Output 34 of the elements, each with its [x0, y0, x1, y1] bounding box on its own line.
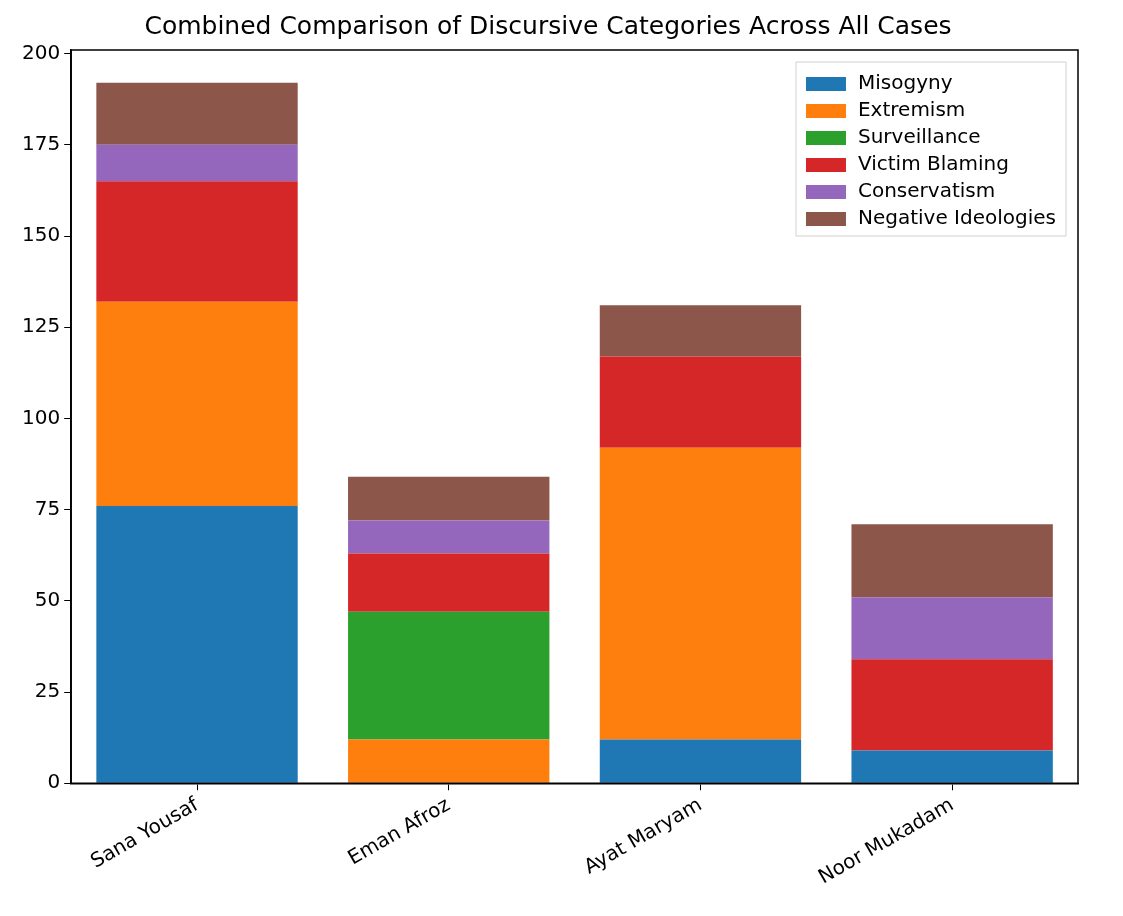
bar: [96, 301, 298, 507]
y-tick-label: 150: [21, 222, 61, 247]
chart-title: Combined Comparison of Discursive Categories Across All Cases: [144, 10, 952, 40]
legend-label: Negative Ideologies: [857, 205, 1057, 230]
y-tick-label: 25: [34, 678, 61, 703]
bar: [851, 524, 1053, 598]
y-tick-label: 125: [21, 313, 61, 338]
y-tick-label: 75: [34, 495, 61, 520]
bar: [851, 659, 1053, 751]
bar: [348, 520, 550, 554]
legend-label: Victim Blaming: [857, 151, 1009, 176]
bar: [348, 611, 550, 740]
y-tick-label: 0: [47, 769, 61, 794]
y-tick-label: 200: [21, 39, 61, 64]
legend-label: Surveillance: [857, 124, 981, 149]
bar: [851, 597, 1053, 660]
bar: [348, 553, 550, 612]
bar: [96, 181, 298, 302]
bar: [599, 739, 802, 783]
legend-label: Extremism: [857, 97, 966, 122]
legend-label: Misogyny: [857, 70, 953, 95]
legend-label: Conservatism: [857, 178, 996, 203]
bar: [96, 144, 298, 182]
bar: [348, 739, 550, 783]
bar: [348, 476, 550, 521]
bar: [96, 82, 298, 145]
y-tick-label: 175: [21, 131, 61, 156]
y-tick-label: 50: [34, 587, 61, 612]
bar: [599, 356, 802, 448]
bar: [599, 305, 802, 357]
bar: [851, 750, 1053, 783]
bar: [96, 506, 298, 783]
y-tick-label: 100: [21, 404, 61, 429]
bar: [599, 447, 802, 740]
